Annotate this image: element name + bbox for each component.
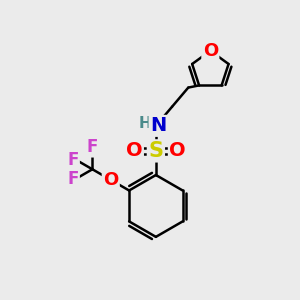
Text: O: O — [126, 141, 142, 160]
Text: F: F — [67, 170, 79, 188]
Text: O: O — [203, 42, 218, 60]
Text: N: N — [150, 116, 166, 135]
Text: F: F — [67, 151, 79, 169]
Text: H: H — [138, 116, 151, 131]
Text: S: S — [148, 141, 164, 161]
Text: F: F — [87, 138, 98, 156]
Text: O: O — [103, 171, 118, 189]
Text: O: O — [169, 141, 186, 160]
